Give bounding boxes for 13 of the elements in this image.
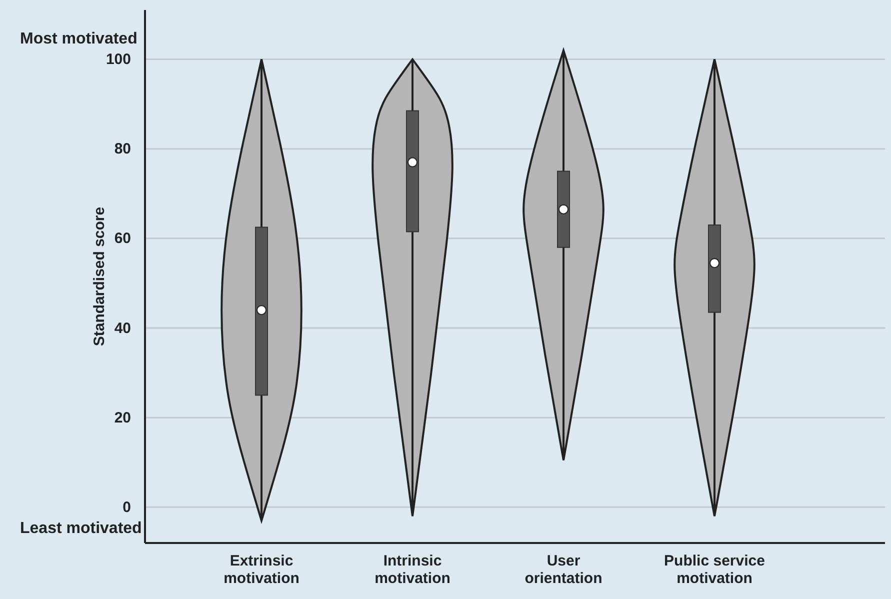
x-tick-label: Extrinsic motivation	[224, 552, 300, 587]
y-tick-label: 80	[114, 140, 131, 158]
text: Most motivated	[20, 30, 138, 48]
y-tick-label: 100	[106, 51, 131, 68]
y-axis-title: Standardised score	[91, 206, 108, 346]
y-tick-label: 20	[114, 409, 131, 426]
x-tick-label: User orientation	[524, 552, 602, 587]
y-tick-label: 0	[122, 498, 131, 516]
y-tick-label: 40	[114, 320, 131, 337]
y-tick-label: 60	[114, 230, 131, 248]
x-tick-label: Public service motivation	[664, 552, 765, 587]
x-tick-label: Intrinsic motivation	[374, 552, 450, 587]
text: Least motivated	[20, 520, 142, 538]
